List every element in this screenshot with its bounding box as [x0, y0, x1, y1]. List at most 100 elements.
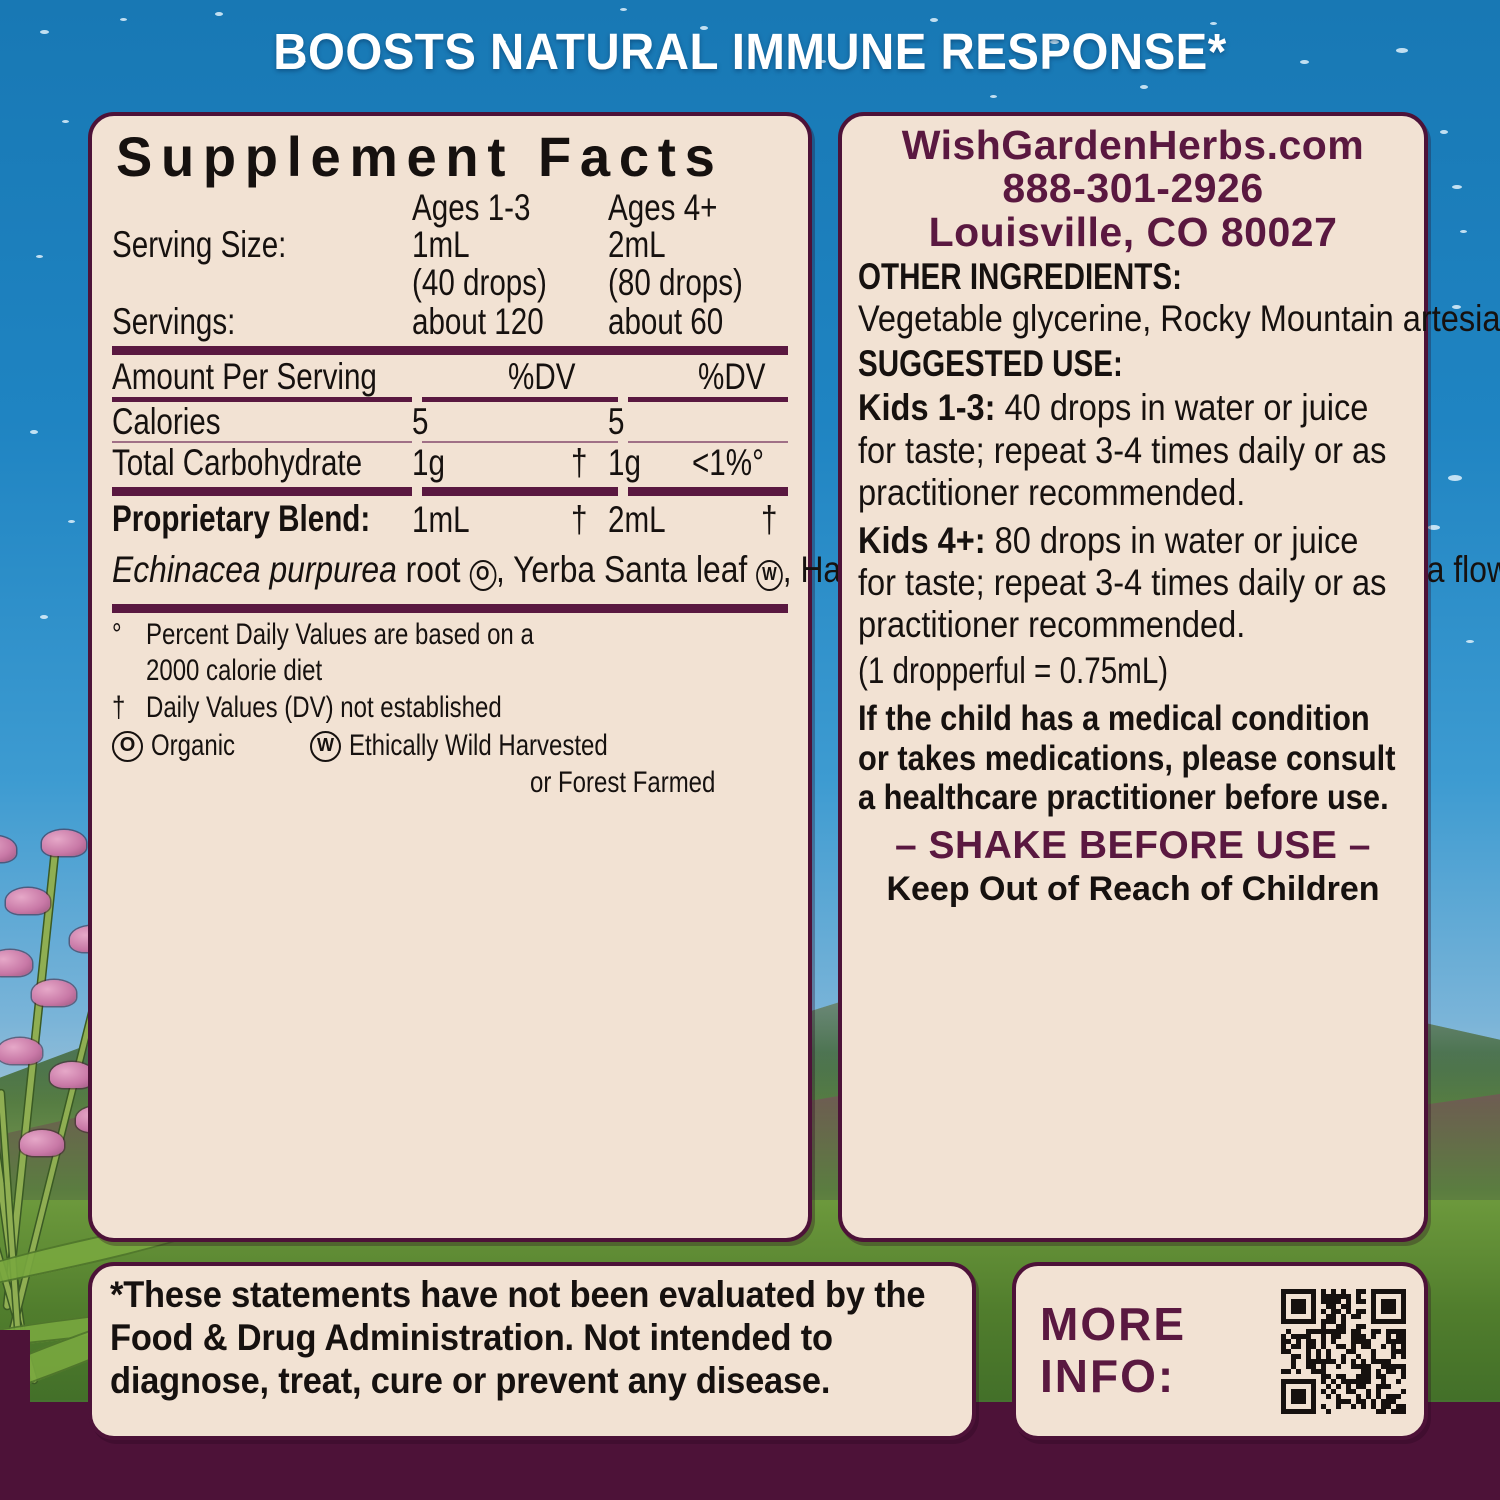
- organic-legend-label: Organic: [151, 729, 236, 763]
- flower-decoration: [0, 1038, 42, 1064]
- organic-mark-icon: O: [469, 559, 497, 591]
- flower-decoration: [50, 1062, 94, 1088]
- calories-b-amount: 5: [608, 400, 625, 442]
- column-header-ages-1-3: Ages 1-3: [412, 186, 531, 228]
- brand-website[interactable]: WishGardenHerbs.com: [901, 122, 1365, 168]
- organic-mark-icon: O: [112, 731, 143, 763]
- serving-size-b-drops: (80 drops): [608, 262, 743, 304]
- left-purple-edge: [0, 1330, 30, 1500]
- flower-decoration: [32, 980, 76, 1006]
- servings-b-value: about 60: [608, 300, 724, 342]
- brand-address: Louisville, CO 80027: [928, 208, 1338, 255]
- blend-a-dv: †: [571, 499, 588, 541]
- star-decoration: [1452, 185, 1462, 189]
- footnote-0-mark: °: [112, 617, 122, 651]
- serving-size-label: Serving Size:: [112, 223, 287, 265]
- flower-decoration: [0, 950, 32, 976]
- page-title: BOOSTS NATURAL IMMUNE RESPONSE*: [273, 23, 1227, 80]
- footnotes: ° Percent Daily Values are based on a 200…: [112, 617, 788, 802]
- ingredient-separator: ,: [782, 548, 801, 590]
- more-info-line2: INFO:: [1040, 1350, 1176, 1402]
- dropperful-note: (1 dropperful = 0.75mL): [858, 650, 1169, 692]
- row-label-calories: Calories: [112, 400, 221, 442]
- star-decoration: [30, 430, 38, 434]
- star-decoration: [120, 18, 127, 21]
- star-decoration: [1440, 130, 1448, 134]
- flower-decoration: [42, 830, 86, 856]
- wild-legend-label-line1: Ethically Wild Harvested: [349, 729, 608, 763]
- calories-a-amount: 5: [412, 400, 429, 442]
- dose-kids-1-3-label: Kids 1-3:: [858, 387, 996, 429]
- wild-harvested-mark-icon: W: [756, 559, 783, 591]
- flower-decoration: [0, 836, 16, 862]
- divider-segmented-mid: [112, 396, 788, 402]
- flower-decoration: [20, 1130, 64, 1156]
- brand-phone[interactable]: 888-301-2926: [1002, 165, 1264, 212]
- supplement-facts-title: Supplement Facts: [116, 125, 724, 188]
- more-info-line1: MORE: [1040, 1298, 1186, 1351]
- star-decoration: [620, 8, 627, 11]
- more-info-panel[interactable]: MORE INFO:: [1012, 1262, 1428, 1440]
- proprietary-blend-label: Proprietary Blend:: [112, 497, 371, 539]
- dose-kids-4-plus: Kids 4+: 80 drops in water or juice for …: [858, 520, 1405, 647]
- dv-header-b: %DV: [697, 356, 766, 398]
- divider-thick-bottom: [112, 603, 788, 613]
- divider-segmented-thin: [112, 441, 788, 444]
- row-label-total-carbohydrate: Total Carbohydrate: [112, 442, 363, 484]
- serving-size-b-value: 2mL: [608, 223, 666, 265]
- star-decoration: [40, 615, 48, 619]
- blend-a-amount: 1mL: [412, 499, 470, 541]
- medical-warning: If the child has a medical condition or …: [858, 698, 1396, 818]
- blend-b-dv: †: [761, 499, 778, 541]
- footnote-0-line1: Percent Daily Values are based on a: [146, 617, 534, 651]
- blend-b-amount: 2mL: [608, 499, 666, 541]
- footnote-0-line2: 2000 calorie diet: [146, 654, 323, 688]
- flower-decoration: [6, 888, 50, 914]
- star-decoration: [1140, 85, 1148, 89]
- ingredient-separator: ,: [496, 548, 514, 590]
- wild-legend-label-line2: or Forest Farmed: [530, 766, 716, 800]
- star-decoration: [1460, 230, 1467, 233]
- star-decoration: [68, 520, 75, 523]
- star-decoration: [1466, 640, 1474, 643]
- star-decoration: [1448, 475, 1462, 481]
- footnote-1-mark: †: [112, 690, 126, 724]
- serving-size-a-value: 1mL: [412, 223, 470, 265]
- carb-b-dv: <1%°: [692, 442, 765, 484]
- star-decoration: [1428, 525, 1440, 530]
- dv-header-a: %DV: [507, 356, 576, 398]
- qr-code-graphic[interactable]: [1281, 1288, 1406, 1414]
- ingredient-list: Echinacea purpurea root O, Yerba Santa l…: [112, 546, 1500, 594]
- amount-per-serving-label: Amount Per Serving: [112, 356, 377, 398]
- dose-kids-1-3: Kids 1-3: 40 drops in water or juice for…: [858, 387, 1405, 514]
- other-ingredients-text: Vegetable glycerine, Rocky Mountain arte…: [858, 297, 1500, 339]
- supplement-facts-panel: Supplement Facts Ages 1-3 Ages 4+ Servin…: [88, 112, 1500, 1242]
- star-decoration: [36, 255, 43, 258]
- ingredient-name: root: [396, 548, 470, 590]
- shake-before-use: – SHAKE BEFORE USE –: [895, 824, 1371, 868]
- star-decoration: [990, 95, 997, 98]
- other-ingredients-heading: OTHER INGREDIENTS:: [858, 256, 1182, 298]
- divider-segmented-thick: [112, 486, 788, 496]
- qr-code[interactable]: [1281, 1288, 1406, 1414]
- keep-out-of-reach: Keep Out of Reach of Children: [886, 870, 1380, 909]
- servings-a-value: about 120: [412, 300, 544, 342]
- ingredient-botanical-name: Echinacea purpurea: [112, 548, 397, 590]
- carb-a-amount: 1g: [412, 442, 445, 484]
- star-decoration: [40, 30, 49, 34]
- dose-kids-4-plus-label: Kids 4+:: [858, 519, 986, 561]
- dose-kids-4-plus-text: 80 drops in water or juice for taste; re…: [858, 519, 1387, 646]
- info-panel: WishGardenHerbs.com 888-301-2926 Louisvi…: [838, 112, 1500, 1242]
- star-decoration: [215, 12, 223, 16]
- divider-thick: [112, 346, 788, 356]
- more-info-label: MORE INFO:: [1030, 1299, 1186, 1402]
- fda-disclaimer-text: *These statements have not been evaluate…: [110, 1274, 926, 1401]
- serving-size-a-drops: (40 drops): [412, 262, 547, 304]
- fda-disclaimer-panel: *These statements have not been evaluate…: [88, 1262, 976, 1440]
- carb-b-amount: 1g: [608, 442, 641, 484]
- dose-kids-1-3-text: 40 drops in water or juice for taste; re…: [858, 387, 1387, 513]
- footnote-1-line1: Daily Values (DV) not established: [146, 690, 502, 724]
- column-header-ages-4-plus: Ages 4+: [608, 186, 718, 228]
- servings-label: Servings:: [112, 300, 236, 342]
